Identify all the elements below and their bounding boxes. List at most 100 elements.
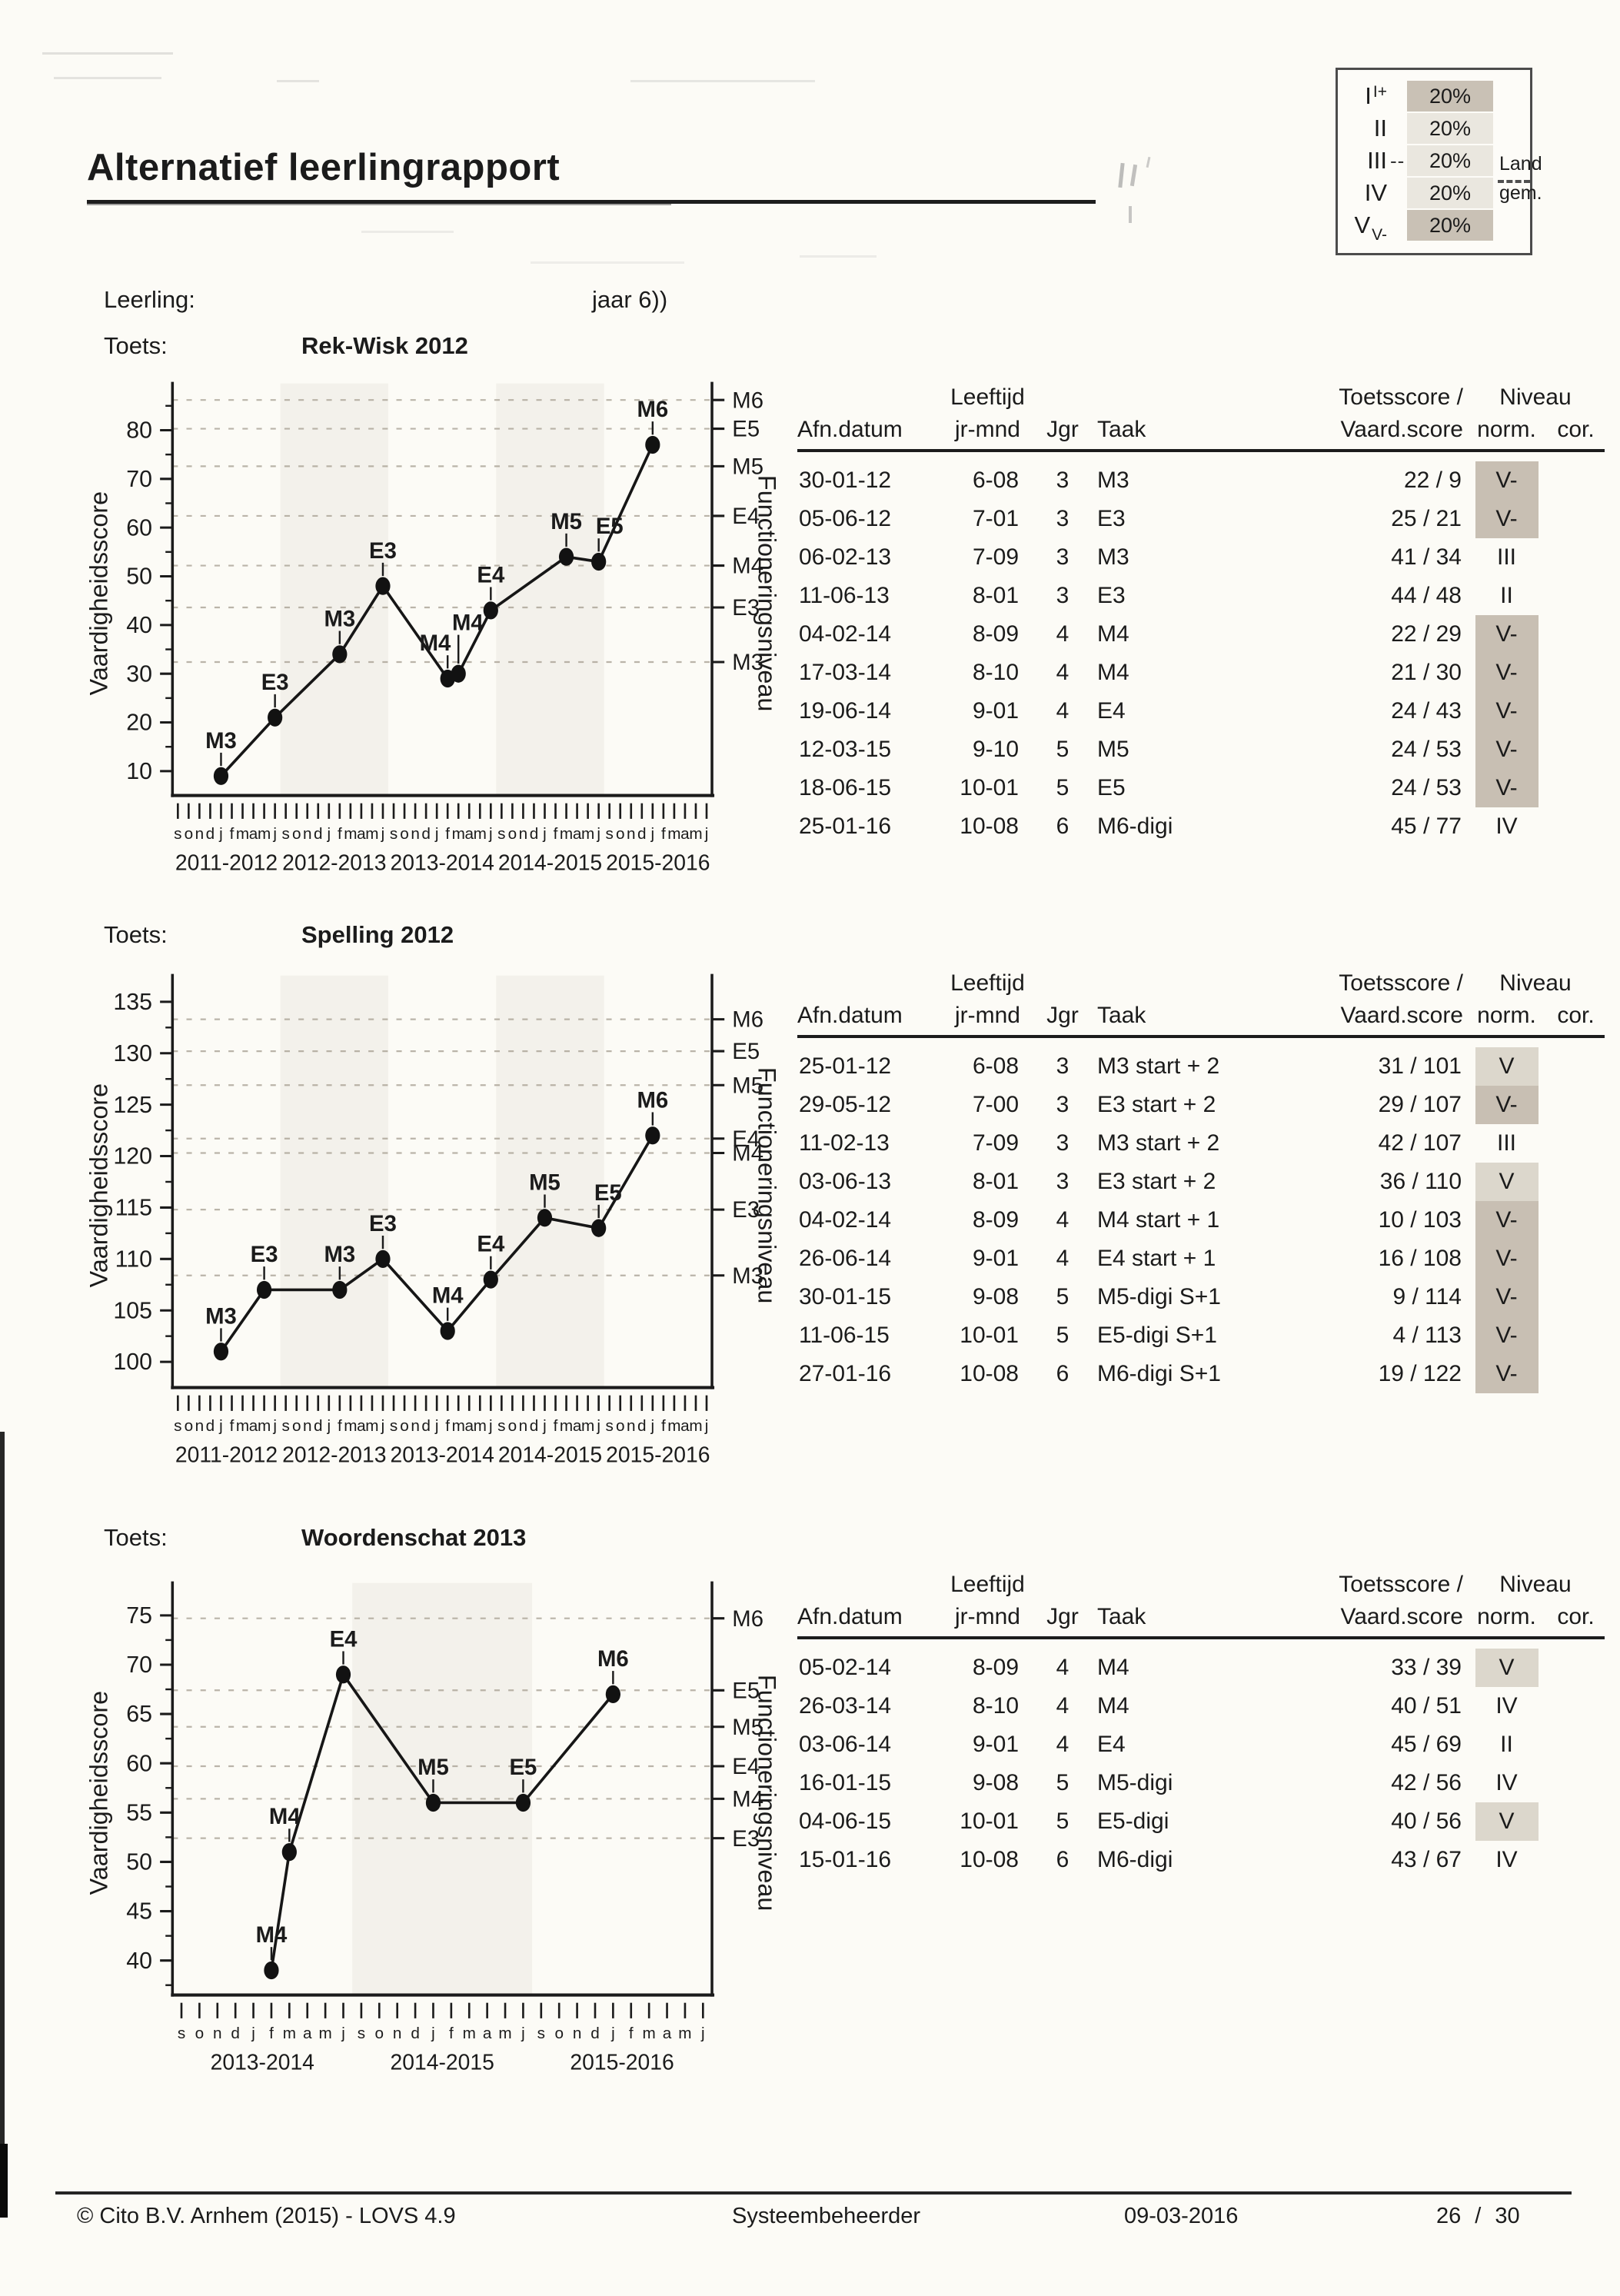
- month-letter: f: [338, 1417, 342, 1435]
- y-tick-label: 60: [126, 515, 152, 541]
- legend-dashes: --: [1390, 148, 1405, 172]
- table-cell: M3: [1097, 468, 1129, 493]
- month-letter: o: [195, 2025, 205, 2042]
- table-cell: 6-08: [972, 468, 1019, 493]
- scan-smudge: [531, 261, 684, 264]
- table-row: 30-01-12 6-08 3 M3 22 / 9 V-: [797, 461, 1605, 500]
- month-letter: a: [680, 825, 690, 843]
- y-tick-label: 115: [115, 1196, 152, 1221]
- table-cell: M4: [1097, 621, 1129, 647]
- land-gem-dashed-line: [1498, 180, 1530, 183]
- month-letter: m: [667, 825, 680, 843]
- footer-copyright: © Cito B.V. Arnhem (2015) - LOVS 4.9: [77, 2204, 456, 2228]
- year-label: 2013-2014: [211, 2050, 314, 2073]
- y-tick-label: 75: [126, 1603, 152, 1629]
- legend-percent-band: 20%: [1407, 210, 1493, 241]
- month-letter: a: [464, 1417, 474, 1435]
- scan-smudge: [42, 52, 173, 55]
- table-row: 05-06-12 7-01 3 E3 25 / 21 V-: [797, 500, 1605, 538]
- month-letter: d: [421, 1417, 431, 1435]
- month-letter: m: [236, 825, 249, 843]
- month-letter: m: [452, 1417, 465, 1435]
- col-header-taak: Taak: [1097, 417, 1146, 442]
- month-letter: m: [463, 2025, 476, 2042]
- table-row: 25-01-16 10-08 6 M6-digi 45 / 77 IV: [797, 807, 1605, 846]
- year-label: 2014-2015: [498, 1442, 602, 1466]
- month-letter: o: [185, 825, 194, 843]
- data-point-label: M5: [551, 509, 582, 534]
- table-cell: 3: [1056, 1092, 1069, 1117]
- table-cell: M4: [1097, 1655, 1129, 1680]
- table-cell: 3: [1056, 1169, 1069, 1194]
- table-cell: 05-06-12: [799, 506, 892, 531]
- month-letter: m: [344, 825, 357, 843]
- month-letter: j: [488, 1417, 493, 1435]
- student-label: Leerling:: [104, 286, 195, 313]
- col-header-niveau: Niveau: [1499, 384, 1572, 410]
- month-letter: f: [338, 825, 342, 843]
- table-cell: 9-08: [972, 1284, 1019, 1309]
- month-letter: m: [365, 825, 378, 843]
- month-letter: s: [390, 1417, 398, 1435]
- month-letter: a: [573, 1417, 582, 1435]
- year-band: [280, 383, 388, 796]
- legend-roman: V: [1354, 211, 1371, 238]
- month-letter: j: [327, 1417, 331, 1435]
- table-cell: 45 / 69: [1391, 1732, 1462, 1757]
- table-cell: 19 / 122: [1378, 1361, 1462, 1386]
- table-header-rule: [797, 1636, 1605, 1639]
- y-tick-label: 50: [126, 1850, 152, 1875]
- table-cell: 24 / 53: [1391, 775, 1462, 800]
- level-label: E3: [732, 1197, 760, 1223]
- month-letter: j: [218, 825, 223, 843]
- level-label: E5: [732, 1039, 760, 1064]
- month-letter: m: [667, 1417, 680, 1435]
- table-cell: 22 / 29: [1391, 621, 1462, 647]
- footer-rule: [55, 2191, 1572, 2195]
- table-row: 17-03-14 8-10 4 M4 21 / 30 V-: [797, 654, 1605, 692]
- col-header-vaardscore: Vaard.score: [1340, 1003, 1463, 1028]
- table-cell: E5-digi: [1097, 1809, 1169, 1834]
- table-cell: 8-10: [972, 1693, 1019, 1719]
- month-letter: f: [449, 2025, 454, 2042]
- data-point-label: M5: [529, 1170, 561, 1195]
- legend-roman: IV: [1364, 179, 1387, 206]
- month-letter: f: [230, 825, 235, 843]
- table-cell: M4: [1097, 1693, 1129, 1719]
- table-cell: 3: [1056, 506, 1069, 531]
- y-tick-label: 80: [126, 418, 152, 444]
- month-letter: n: [303, 825, 312, 843]
- col-header-cor: cor.: [1557, 1604, 1595, 1629]
- month-letter: j: [272, 825, 277, 843]
- month-letter: o: [508, 825, 517, 843]
- month-letter: m: [643, 2025, 656, 2042]
- table-cell: 25-01-12: [799, 1053, 892, 1079]
- niveau-cell: V-: [1466, 1240, 1547, 1278]
- data-point-label: M4: [452, 611, 484, 636]
- col-header-toetsscore: Toetsscore /: [1339, 1572, 1463, 1597]
- col-header-jgr: Jgr: [1046, 1604, 1079, 1629]
- pencil-mark: [1146, 156, 1151, 168]
- data-point: [537, 1209, 553, 1227]
- table-cell: M5-digi S+1: [1097, 1284, 1221, 1309]
- col-header-afndatum: Afn.datum: [797, 1003, 903, 1028]
- table-row: 27-01-16 10-08 6 M6-digi S+1 19 / 122 V-: [797, 1355, 1605, 1393]
- col-header-jrmnd: jr-mnd: [954, 1604, 1020, 1629]
- table-cell: 5: [1056, 1323, 1069, 1348]
- month-letter: j: [704, 1417, 709, 1435]
- legend-row: II 20%: [1338, 112, 1530, 145]
- table-row: 30-01-15 9-08 5 M5-digi S+1 9 / 114 V-: [797, 1278, 1605, 1316]
- niveau-cell: V-: [1466, 1086, 1547, 1124]
- month-letter: n: [627, 825, 636, 843]
- table-cell: 19-06-14: [799, 698, 892, 724]
- niveau-cell: V-: [1466, 615, 1547, 654]
- col-header-jrmnd: jr-mnd: [954, 417, 1020, 442]
- table-cell: M6-digi S+1: [1097, 1361, 1221, 1386]
- month-letter: s: [497, 825, 505, 843]
- niveau-cell: V-: [1466, 1355, 1547, 1393]
- table-cell: M4 start + 1: [1097, 1207, 1220, 1233]
- niveau-cell: II: [1500, 583, 1513, 608]
- data-line: [270, 1672, 614, 1971]
- month-letter: o: [292, 825, 301, 843]
